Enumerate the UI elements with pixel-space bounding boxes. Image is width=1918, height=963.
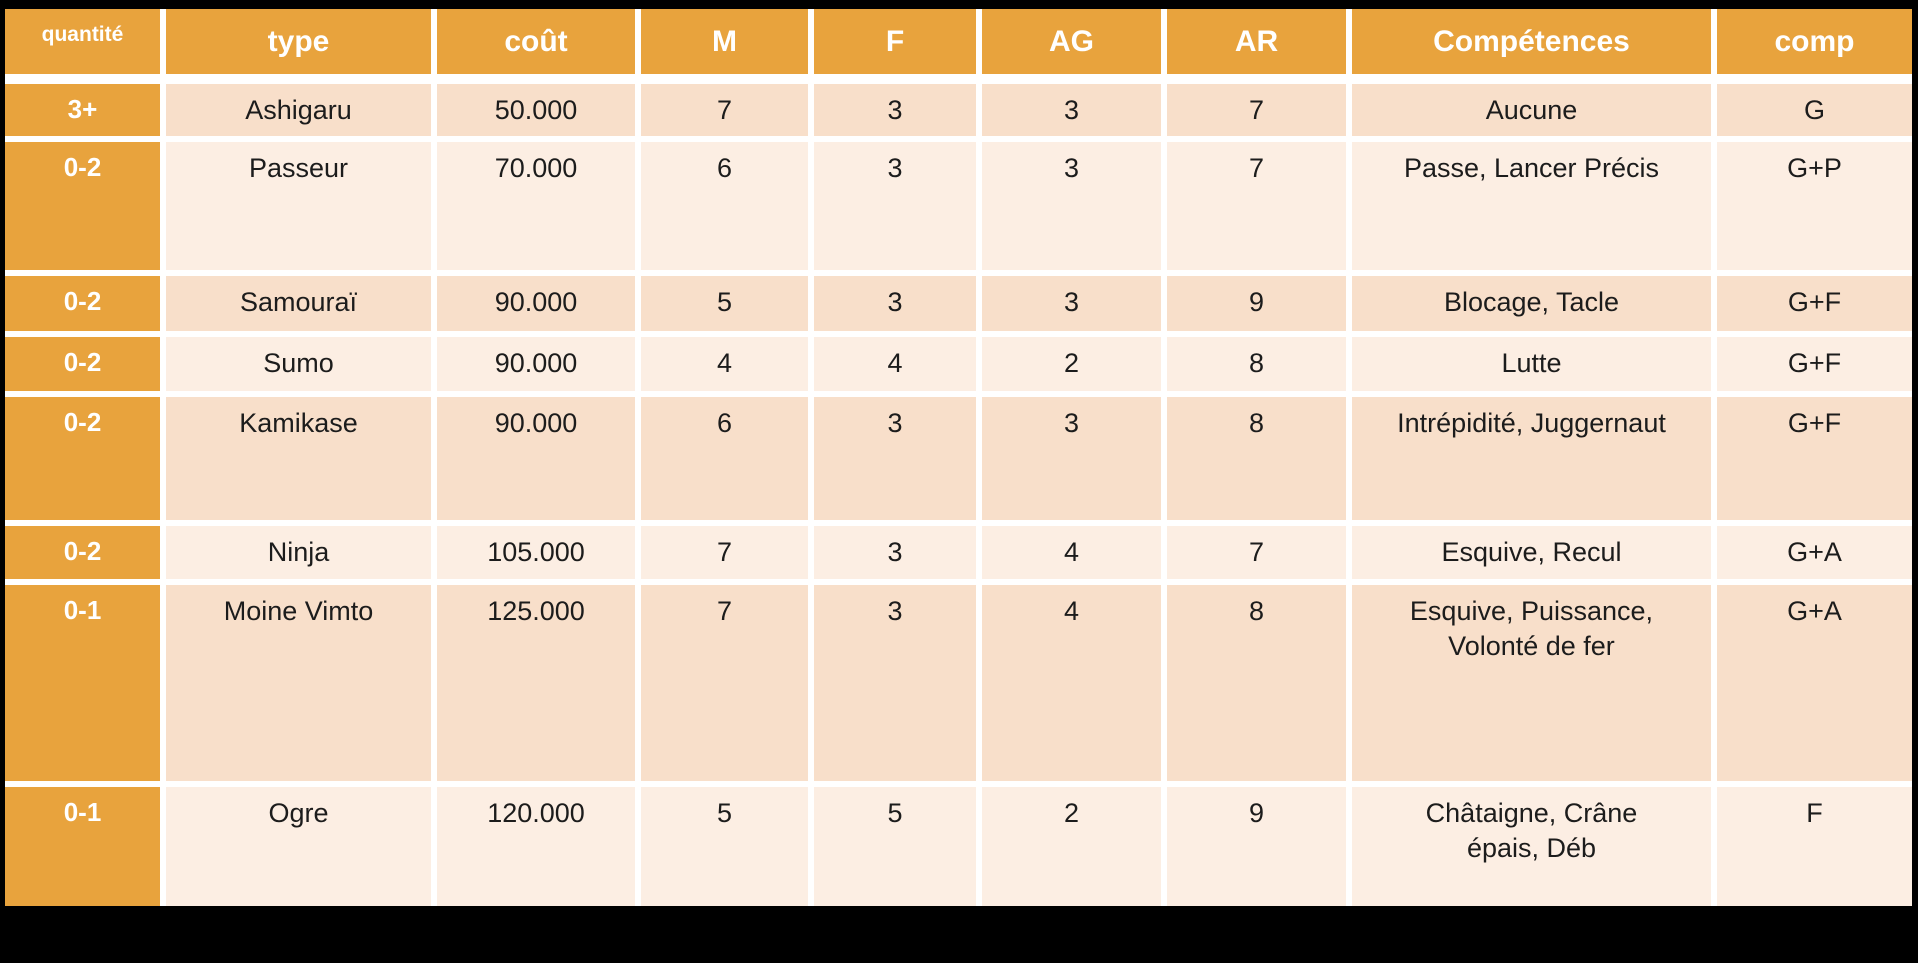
- column-header-comp: comp: [1711, 9, 1912, 84]
- cell-quantity: 0-1: [5, 781, 166, 906]
- cell-m: 7: [635, 520, 814, 585]
- table-row-samouraï: 0-2 Samouraï 90.000 5 3 3 9 Blocage, Tacle G+F: [5, 270, 1912, 337]
- cell-f: 3: [808, 136, 982, 276]
- cell-cost: 50.000: [431, 76, 641, 142]
- cell-type: Ogre: [160, 781, 437, 906]
- cell-cost: 90.000: [431, 331, 641, 397]
- cell-ar: 7: [1161, 76, 1352, 142]
- cell-skills: Blocage, Tacle: [1346, 270, 1717, 337]
- cell-quantity: 0-2: [5, 331, 166, 397]
- column-header-m: M: [635, 9, 814, 84]
- cell-f: 4: [808, 331, 982, 397]
- column-header-cost: coût: [431, 9, 641, 84]
- cell-cost: 90.000: [431, 270, 641, 337]
- cell-m: 4: [635, 331, 814, 397]
- cell-skills: Esquive, Recul: [1346, 520, 1717, 585]
- cell-ar: 8: [1161, 391, 1352, 526]
- cell-quantity: 0-2: [5, 270, 166, 337]
- cell-skills: Passe, Lancer Précis: [1346, 136, 1717, 276]
- cell-ar: 8: [1161, 331, 1352, 397]
- cell-comp: G+F: [1711, 391, 1912, 526]
- cell-m: 6: [635, 391, 814, 526]
- cell-ag: 2: [976, 781, 1167, 906]
- table-row-passeur: 0-2 Passeur 70.000 6 3 3 7 Passe, Lancer Précis…: [5, 136, 1912, 276]
- cell-skills: Lutte: [1346, 331, 1717, 397]
- cell-m: 7: [635, 579, 814, 787]
- cell-type: Ninja: [160, 520, 437, 585]
- cell-quantity: 0-2: [5, 391, 166, 526]
- cell-ag: 2: [976, 331, 1167, 397]
- cell-type: Moine Vimto: [160, 579, 437, 787]
- column-header-ag: AG: [976, 9, 1167, 84]
- column-header-quantity: quantité: [5, 9, 166, 84]
- cell-ag: 3: [976, 136, 1167, 276]
- table-header: quantité type coût M F AG AR Compétences…: [5, 9, 1912, 84]
- cell-m: 5: [635, 270, 814, 337]
- cell-m: 7: [635, 76, 814, 142]
- cell-ag: 3: [976, 391, 1167, 526]
- cell-comp: G+A: [1711, 520, 1912, 585]
- cell-f: 5: [808, 781, 982, 906]
- cell-f: 3: [808, 391, 982, 526]
- table-row-sumo: 0-2 Sumo 90.000 4 4 2 8 Lutte G+F: [5, 331, 1912, 397]
- cell-ag: 4: [976, 579, 1167, 787]
- roster-table: quantité type coût M F AG AR Compétences…: [5, 9, 1912, 906]
- table-body: 3+ Ashigaru 50.000 7 3 3 7 Aucune G 0-2 Passeur 70.…: [5, 76, 1912, 906]
- cell-cost: 70.000: [431, 136, 641, 276]
- cell-ar: 9: [1161, 270, 1352, 337]
- cell-f: 3: [808, 270, 982, 337]
- cell-skills: Aucune: [1346, 76, 1717, 142]
- cell-skills: Esquive, Puissance, Volonté de fer: [1346, 579, 1717, 787]
- cell-ar: 8: [1161, 579, 1352, 787]
- column-header-f: F: [808, 9, 982, 84]
- cell-ag: 3: [976, 270, 1167, 337]
- cell-f: 3: [808, 76, 982, 142]
- cell-quantity: 0-2: [5, 136, 166, 276]
- cell-quantity: 0-1: [5, 579, 166, 787]
- cell-comp: F: [1711, 781, 1912, 906]
- cell-ag: 4: [976, 520, 1167, 585]
- cell-comp: G: [1711, 76, 1912, 142]
- cell-quantity: 0-2: [5, 520, 166, 585]
- cell-comp: G+P: [1711, 136, 1912, 276]
- cell-m: 6: [635, 136, 814, 276]
- column-header-skills: Compétences: [1346, 9, 1717, 84]
- cell-skills: Châtaigne, Crâne épais, Déb: [1346, 781, 1717, 906]
- cell-f: 3: [808, 520, 982, 585]
- column-header-type: type: [160, 9, 437, 84]
- cell-type: Ashigaru: [160, 76, 437, 142]
- table-row-ninja: 0-2 Ninja 105.000 7 3 4 7 Esquive, Recul G+A: [5, 520, 1912, 585]
- cell-type: Samouraï: [160, 270, 437, 337]
- table-row-moine-vimto: 0-1 Moine Vimto 125.000 7 3 4 8 Esquive, Puissa…: [5, 579, 1912, 787]
- cell-cost: 105.000: [431, 520, 641, 585]
- cell-cost: 90.000: [431, 391, 641, 526]
- cell-cost: 120.000: [431, 781, 641, 906]
- cell-type: Kamikase: [160, 391, 437, 526]
- cell-type: Passeur: [160, 136, 437, 276]
- cell-ag: 3: [976, 76, 1167, 142]
- cell-skills: Intrépidité, Juggernaut: [1346, 391, 1717, 526]
- table-row-kamikase: 0-2 Kamikase 90.000 6 3 3 8 Intrépidité, Jugger…: [5, 391, 1912, 526]
- table-row-ashigaru: 3+ Ashigaru 50.000 7 3 3 7 Aucune G: [5, 76, 1912, 142]
- cell-m: 5: [635, 781, 814, 906]
- cell-ar: 9: [1161, 781, 1352, 906]
- cell-comp: G+F: [1711, 331, 1912, 397]
- cell-comp: G+F: [1711, 270, 1912, 337]
- cell-quantity: 3+: [5, 76, 166, 142]
- header-row: quantité type coût M F AG AR Compétences…: [5, 9, 1912, 84]
- cell-type: Sumo: [160, 331, 437, 397]
- table-row-ogre: 0-1 Ogre 120.000 5 5 2 9 Châtaigne, Crâne épais…: [5, 781, 1912, 906]
- cell-comp: G+A: [1711, 579, 1912, 787]
- column-header-ar: AR: [1161, 9, 1352, 84]
- cell-f: 3: [808, 579, 982, 787]
- cell-ar: 7: [1161, 136, 1352, 276]
- cell-ar: 7: [1161, 520, 1352, 585]
- cell-cost: 125.000: [431, 579, 641, 787]
